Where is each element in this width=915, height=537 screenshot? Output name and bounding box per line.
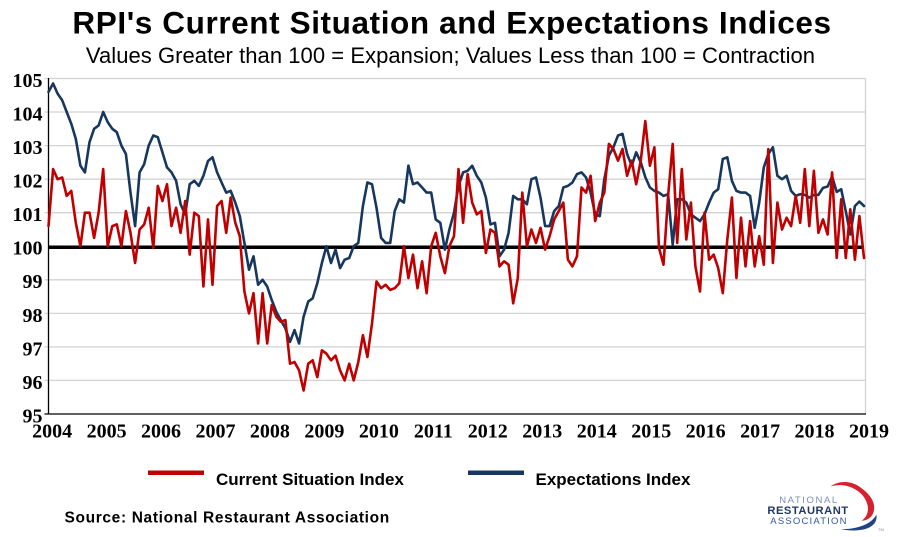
svg-text:2006: 2006 <box>141 421 181 443</box>
svg-text:102: 102 <box>13 171 43 193</box>
svg-text:101: 101 <box>13 204 43 226</box>
svg-text:2014: 2014 <box>577 421 617 443</box>
svg-text:2007: 2007 <box>196 421 236 443</box>
svg-text:2013: 2013 <box>522 421 562 443</box>
svg-text:RESTAURANT: RESTAURANT <box>767 505 848 517</box>
svg-text:105: 105 <box>13 70 43 92</box>
svg-text:Current Situation Index: Current Situation Index <box>216 470 405 489</box>
svg-text:95: 95 <box>23 405 43 427</box>
svg-text:2015: 2015 <box>631 421 671 443</box>
svg-text:NATIONAL: NATIONAL <box>779 495 839 506</box>
svg-text:Source: National Restaurant As: Source: National Restaurant Association <box>65 509 390 526</box>
svg-text:2008: 2008 <box>250 421 290 443</box>
svg-text:96: 96 <box>23 372 43 394</box>
svg-text:Expectations Index: Expectations Index <box>536 470 691 489</box>
svg-text:2018: 2018 <box>795 421 835 443</box>
svg-text:2012: 2012 <box>468 421 508 443</box>
svg-text:2019: 2019 <box>849 421 889 443</box>
svg-text:104: 104 <box>13 104 43 126</box>
svg-text:RPI's Current Situation and Ex: RPI's Current Situation and Expectations… <box>72 5 831 41</box>
svg-text:103: 103 <box>13 137 43 159</box>
svg-text:2011: 2011 <box>414 421 453 443</box>
svg-text:2016: 2016 <box>686 421 726 443</box>
svg-text:ASSOCIATION: ASSOCIATION <box>770 516 847 527</box>
svg-text:98: 98 <box>23 305 43 327</box>
svg-text:99: 99 <box>23 271 43 293</box>
svg-text:2017: 2017 <box>740 421 780 443</box>
svg-text:2009: 2009 <box>304 421 344 443</box>
svg-text:2010: 2010 <box>359 421 399 443</box>
svg-text:Values Greater than 100 = Expa: Values Greater than 100 = Expansion; Val… <box>86 43 815 68</box>
svg-text:97: 97 <box>23 338 43 360</box>
svg-text:2004: 2004 <box>32 421 72 443</box>
svg-text:TM: TM <box>878 527 884 532</box>
svg-text:100: 100 <box>13 238 43 260</box>
svg-text:2005: 2005 <box>87 421 127 443</box>
